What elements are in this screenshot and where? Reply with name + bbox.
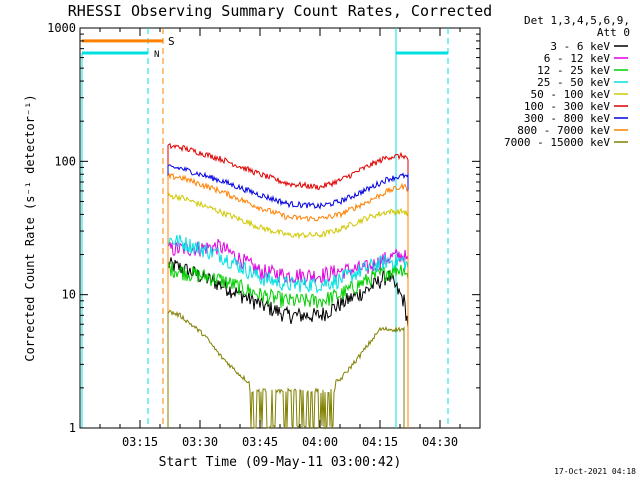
legend-label: 25 - 50 keV <box>537 76 610 89</box>
series-line-5 <box>167 143 409 428</box>
legend-header-line1: Det 1,3,4,5,6,9, <box>524 14 630 27</box>
saa-flag-label: S <box>168 35 175 48</box>
y-tick-label: 1 <box>69 421 76 435</box>
y-tick-label: 1000 <box>47 21 76 35</box>
legend-label: 100 - 300 keV <box>524 100 610 113</box>
x-tick-label: 03:30 <box>182 435 218 449</box>
legend-label: 300 - 800 keV <box>524 112 610 125</box>
series-layer <box>167 143 409 430</box>
series-line-0 <box>167 257 409 428</box>
legend-label: 7000 - 15000 keV <box>504 136 610 149</box>
series-line-8 <box>167 309 405 430</box>
x-tick-label: 04:00 <box>302 435 338 449</box>
legend-label: 3 - 6 keV <box>550 40 610 53</box>
series-line-6 <box>167 164 409 428</box>
y-axis-label: Corrected Count Rate (s⁻¹ detector⁻¹) <box>23 94 37 361</box>
series-line-7 <box>167 172 409 428</box>
legend-label: 800 - 7000 keV <box>517 124 610 137</box>
plot-frame <box>79 27 481 429</box>
markers-layer: SN <box>81 28 449 428</box>
series-line-3 <box>167 234 409 428</box>
y-tick-label: 100 <box>54 154 76 168</box>
series-line-4 <box>167 192 409 428</box>
x-tick-label: 03:15 <box>122 435 158 449</box>
axis-layer: 1 10 100 1000 03:15 03:30 03:45 04:00 04:15 04:30 <box>47 21 481 449</box>
legend-label: 50 - 100 keV <box>531 88 611 101</box>
x-tick-label: 04:30 <box>422 435 458 449</box>
chart-title: RHESSI Observing Summary Count Rates, Co… <box>68 2 492 20</box>
x-tick-label: 03:45 <box>242 435 278 449</box>
series-line-2 <box>167 261 409 428</box>
timestamp: 17-Oct-2021 04:18 <box>554 467 636 476</box>
legend-label: 6 - 12 keV <box>544 52 611 65</box>
x-axis-label: Start Time (09-May-11 03:00:42) <box>159 455 402 470</box>
y-tick-label: 10 <box>62 288 76 302</box>
night-flag-label: N <box>154 50 159 60</box>
legend-label: 12 - 25 keV <box>537 64 610 77</box>
legend-header-line2: Att 0 <box>597 26 630 39</box>
x-tick-label: 04:15 <box>362 435 398 449</box>
